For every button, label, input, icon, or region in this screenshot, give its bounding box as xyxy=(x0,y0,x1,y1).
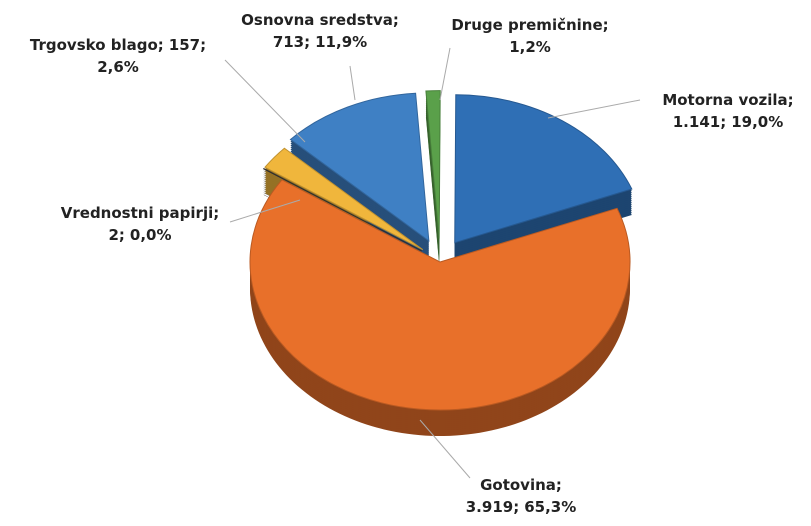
category-label: Osnovna sredstva; xyxy=(241,11,399,29)
value-label: 3.919; xyxy=(466,498,519,516)
data-label: Gotovina; 3.919; 65,3% xyxy=(466,476,577,516)
slice xyxy=(425,90,441,239)
value-label: 713; xyxy=(273,33,310,51)
data-label: Motorna vozila; 1.141; 19,0% xyxy=(662,91,793,131)
value-label: 157; xyxy=(169,36,206,54)
percent-label: 65,3% xyxy=(524,498,576,516)
leader-line xyxy=(349,65,356,101)
category-label: Trgovsko blago; xyxy=(30,36,164,54)
slice xyxy=(262,167,422,252)
data-label: Druge premičnine; 1,2% xyxy=(451,16,608,56)
category-label: Vrednostni papirji; xyxy=(61,204,219,222)
data-label: Trgovsko blago; 157; 2,6% xyxy=(30,36,206,76)
percent-label: 1,2% xyxy=(509,38,551,56)
category-label: Gotovina; xyxy=(480,476,562,494)
slice xyxy=(249,179,631,411)
percent-label: 11,9% xyxy=(315,33,367,51)
slice xyxy=(454,94,633,244)
category-label: Druge premičnine; xyxy=(451,16,608,34)
leader-line xyxy=(419,419,471,479)
value-label: 1.141; xyxy=(673,113,726,131)
slice xyxy=(289,92,430,242)
percent-label: 2,6% xyxy=(97,58,139,76)
slice xyxy=(264,147,424,251)
value-label: 2; xyxy=(108,226,124,244)
data-label: Osnovna sredstva; 713; 11,9% xyxy=(241,11,399,51)
leader-line xyxy=(224,59,306,143)
data-label: Vrednostni papirji; 2; 0,0% xyxy=(61,204,219,244)
percent-label: 0,0% xyxy=(130,226,172,244)
leader-line xyxy=(439,47,451,101)
category-label: Motorna vozila; xyxy=(662,91,793,109)
percent-label: 19,0% xyxy=(731,113,783,131)
leader-line xyxy=(547,99,641,119)
leader-line xyxy=(229,199,301,223)
